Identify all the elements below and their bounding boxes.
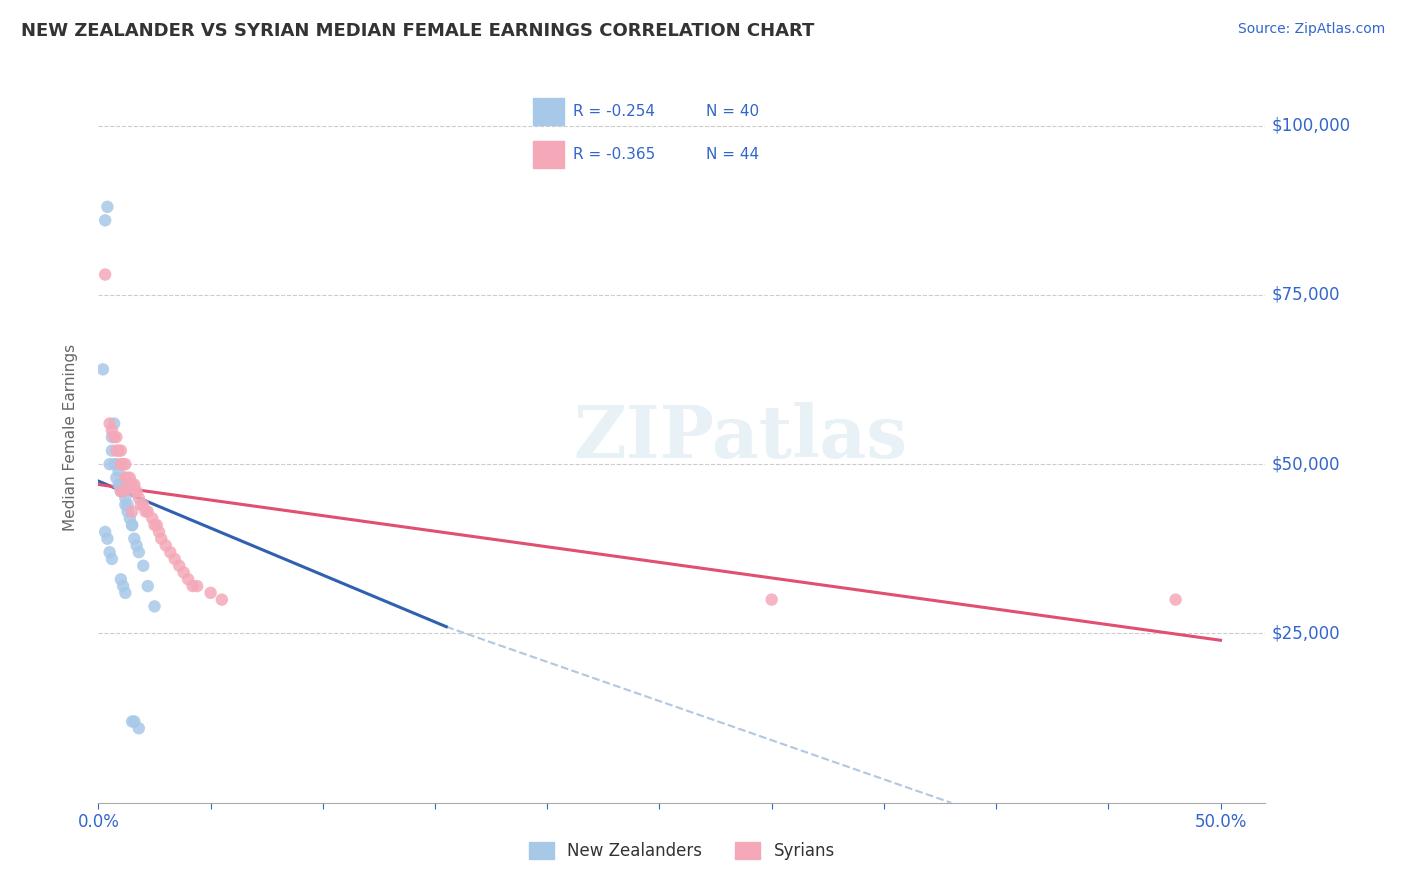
Point (121, 518, 143, 533)
Point (91, 362, 114, 376)
Point (177, 572, 200, 586)
Point (101, 443, 124, 458)
Point (107, 443, 129, 458)
Point (121, 477, 143, 491)
Point (118, 471, 141, 485)
Point (128, 491, 150, 505)
Text: N = 44: N = 44 (706, 147, 759, 161)
Y-axis label: Median Female Earnings: Median Female Earnings (63, 343, 77, 531)
Point (117, 505, 139, 519)
Legend: New Zealanders, Syrians: New Zealanders, Syrians (529, 842, 835, 860)
Point (143, 518, 166, 533)
Point (181, 579, 204, 593)
Text: NEW ZEALANDER VS SYRIAN MEDIAN FEMALE EARNINGS CORRELATION CHART: NEW ZEALANDER VS SYRIAN MEDIAN FEMALE EA… (21, 22, 814, 40)
Point (125, 484, 148, 499)
Point (124, 532, 146, 546)
Point (114, 471, 136, 485)
Point (128, 721, 150, 735)
Point (135, 505, 157, 519)
Point (118, 477, 141, 491)
Point (143, 599, 166, 614)
Point (96, 200, 118, 214)
Point (94, 268, 117, 282)
Point (121, 518, 143, 533)
Point (107, 477, 129, 491)
Point (94, 524, 117, 539)
Point (105, 471, 128, 485)
Point (105, 443, 128, 458)
Point (1164, 592, 1187, 607)
Point (98, 545, 121, 559)
Point (136, 505, 159, 519)
Point (124, 477, 146, 491)
Bar (533, 98, 564, 125)
Point (105, 457, 128, 471)
Point (128, 545, 150, 559)
Point (118, 511, 141, 525)
Point (114, 457, 136, 471)
Point (110, 477, 132, 491)
Text: N = 40: N = 40 (706, 104, 759, 119)
Point (173, 566, 195, 580)
Point (96, 532, 118, 546)
Point (94, 213, 117, 227)
Point (117, 471, 139, 485)
Point (124, 714, 146, 729)
Point (200, 586, 222, 600)
Text: $100,000: $100,000 (1271, 117, 1350, 135)
Point (110, 457, 132, 471)
Point (124, 484, 146, 499)
Point (107, 464, 129, 478)
Point (112, 484, 135, 499)
Point (163, 552, 186, 566)
Point (110, 484, 132, 499)
Text: Source: ZipAtlas.com: Source: ZipAtlas.com (1237, 22, 1385, 37)
Point (114, 498, 136, 512)
Point (112, 579, 135, 593)
Bar (533, 141, 564, 168)
Point (761, 592, 783, 607)
Point (150, 532, 173, 546)
Point (211, 592, 233, 607)
Point (125, 538, 148, 552)
Point (101, 552, 124, 566)
Point (112, 484, 135, 499)
Point (146, 518, 169, 533)
Point (167, 558, 190, 573)
Point (103, 430, 125, 444)
Text: R = -0.254: R = -0.254 (572, 104, 655, 119)
Point (98, 417, 121, 431)
Point (186, 579, 208, 593)
Point (110, 443, 132, 458)
Point (132, 558, 155, 573)
Point (114, 586, 136, 600)
Point (155, 538, 177, 552)
Point (117, 498, 139, 512)
Point (136, 579, 159, 593)
Point (101, 423, 124, 437)
Point (103, 417, 125, 431)
Point (112, 484, 135, 499)
Point (103, 457, 125, 471)
Point (112, 457, 135, 471)
Text: R = -0.365: R = -0.365 (572, 147, 655, 161)
Point (132, 498, 155, 512)
Point (129, 498, 152, 512)
Point (101, 430, 124, 444)
Point (105, 430, 128, 444)
Text: $50,000: $50,000 (1271, 455, 1340, 473)
Point (159, 545, 181, 559)
Point (98, 457, 121, 471)
Point (121, 714, 143, 729)
Point (110, 572, 132, 586)
Point (114, 491, 136, 505)
Point (148, 524, 170, 539)
Text: $25,000: $25,000 (1271, 624, 1340, 642)
Point (141, 511, 163, 525)
Point (121, 505, 143, 519)
Text: ZIPatlas: ZIPatlas (574, 401, 907, 473)
Point (110, 477, 132, 491)
Point (110, 484, 132, 499)
Text: $75,000: $75,000 (1271, 285, 1340, 304)
